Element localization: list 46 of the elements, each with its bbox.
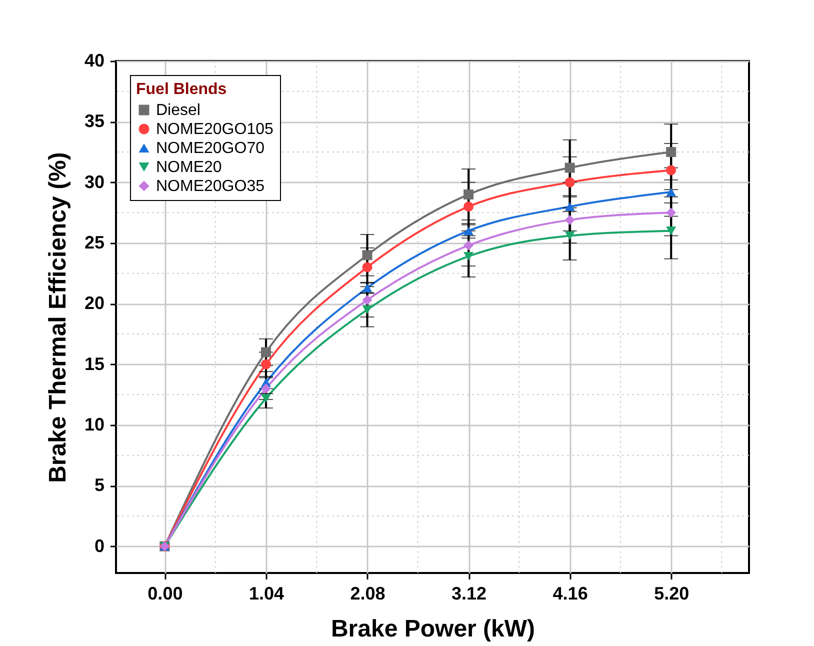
- point: [362, 262, 372, 272]
- legend-label: NOME20GO105: [156, 121, 274, 138]
- point: [564, 177, 575, 188]
- x-tick-label: 4.16: [552, 584, 588, 604]
- point: [362, 305, 372, 314]
- legend-title: Fuel Blends: [136, 81, 227, 98]
- x-tick-label: 3.12: [452, 584, 487, 604]
- legend-label: NOME20: [156, 159, 222, 176]
- point: [464, 226, 474, 236]
- point: [564, 202, 575, 211]
- y-tick-label: 40: [84, 50, 104, 70]
- point: [666, 165, 676, 176]
- y-tick-label: 35: [84, 111, 104, 132]
- point: [666, 188, 676, 196]
- point: [464, 202, 474, 212]
- point: [564, 214, 575, 225]
- x-axis-title: Brake Power (kW): [330, 616, 536, 642]
- point: [464, 252, 474, 261]
- y-tick-label: 30: [84, 172, 104, 192]
- x-tick-label: 0.00: [148, 584, 183, 604]
- point: [666, 146, 676, 157]
- legend-label: Diesel: [156, 102, 200, 119]
- point: [666, 208, 676, 218]
- legend-label: NOME20GO70: [156, 140, 265, 157]
- y-axis-title: Brake Thermal Efficiency (%): [44, 152, 72, 483]
- point: [260, 359, 271, 370]
- x-tick-label: 1.04: [248, 584, 284, 604]
- point: [362, 250, 372, 260]
- point: [464, 189, 474, 200]
- point: [260, 347, 271, 358]
- legend-label: NOME20GO35: [156, 178, 265, 195]
- point: [564, 231, 575, 240]
- y-tick-label: 5: [94, 475, 104, 496]
- y-tick-label: 10: [84, 414, 104, 434]
- point: [666, 226, 676, 236]
- x-tick-label: 5.20: [654, 584, 690, 604]
- point: [564, 162, 575, 173]
- y-tick-label: 15: [84, 354, 104, 374]
- y-tick-label: 20: [84, 293, 104, 314]
- point: [260, 394, 271, 403]
- y-tick-label: 25: [84, 232, 104, 252]
- point: [464, 240, 474, 250]
- x-tick-label: 2.08: [350, 584, 386, 604]
- y-tick-label: 0: [94, 536, 104, 556]
- point: [362, 295, 372, 306]
- point: [260, 384, 271, 394]
